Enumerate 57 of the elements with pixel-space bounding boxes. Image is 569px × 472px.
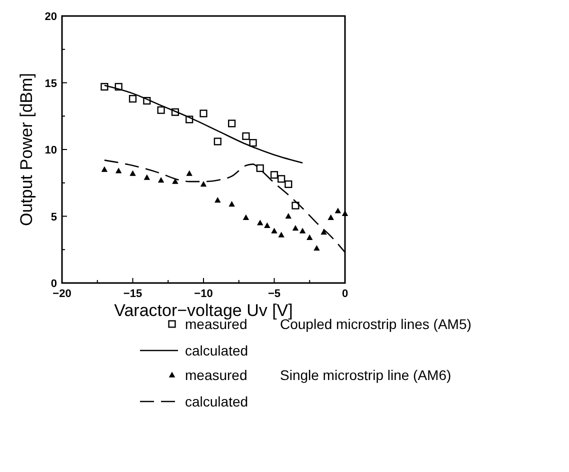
point (314, 245, 320, 251)
y-axis-title: Output Power [dBm] (17, 72, 36, 226)
point (100, 82, 108, 91)
legend-label: calculated (185, 394, 248, 410)
point (172, 178, 178, 184)
point (292, 225, 298, 231)
y-tick-label: 10 (44, 144, 57, 156)
point (270, 171, 278, 179)
point (200, 181, 206, 187)
point (228, 120, 236, 128)
point (157, 106, 165, 114)
x-axis-title: Varactor−voltage Uv [V] (114, 301, 293, 320)
point (128, 94, 137, 103)
point (320, 229, 327, 235)
point (200, 110, 208, 118)
x-tick-label: 0 (342, 288, 348, 300)
x-tick-label: −5 (268, 288, 281, 300)
point (186, 116, 194, 124)
point (186, 170, 192, 176)
point (144, 174, 150, 180)
y-tick-label: 0 (50, 278, 57, 290)
point (130, 170, 136, 176)
point (214, 197, 221, 203)
point (171, 108, 179, 116)
point (257, 220, 263, 226)
x-tick-label: −20 (52, 288, 72, 300)
x-tick-label: −10 (194, 288, 213, 300)
legend-label: measured (185, 367, 248, 383)
point (278, 175, 286, 183)
point (264, 222, 270, 228)
point (306, 234, 313, 240)
point (256, 164, 264, 172)
point (292, 202, 300, 210)
point (284, 180, 292, 188)
point (114, 82, 122, 91)
point (228, 201, 235, 207)
point (158, 177, 164, 183)
point (143, 96, 151, 105)
point (300, 228, 306, 234)
y-tick-label: 20 (44, 11, 57, 23)
y-tick-label: 5 (50, 211, 57, 224)
point (335, 208, 341, 214)
point (116, 168, 122, 174)
point (214, 138, 222, 146)
point (102, 166, 108, 172)
text: Single microstrip line (AM6) (280, 367, 452, 383)
point (271, 228, 278, 234)
y-tick-label: 15 (44, 78, 57, 90)
point (328, 214, 334, 220)
x-tick-label: −15 (123, 288, 142, 300)
point (249, 139, 257, 147)
point (243, 214, 249, 220)
point (286, 213, 292, 219)
point (242, 132, 250, 140)
legend-label: calculated (185, 342, 248, 358)
point (278, 232, 284, 238)
point (342, 210, 348, 216)
